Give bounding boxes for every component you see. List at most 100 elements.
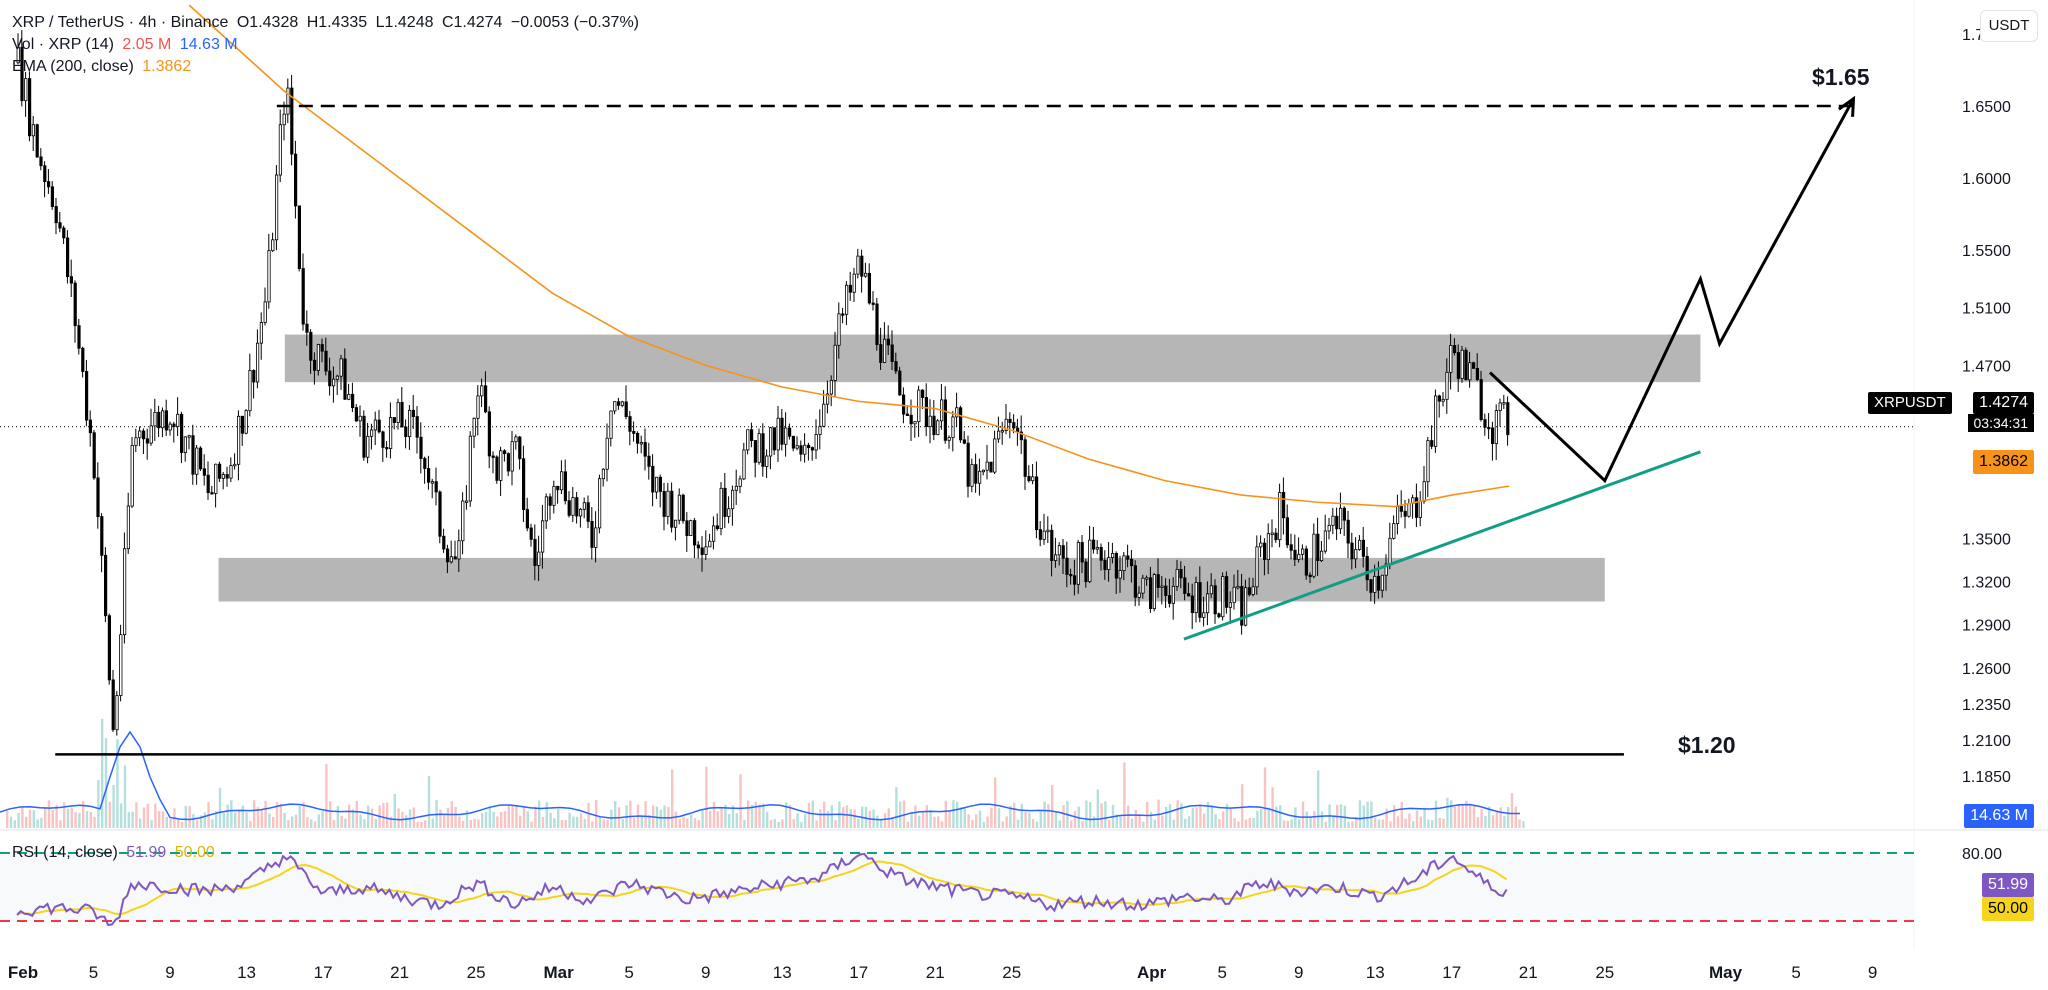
volume-bar xyxy=(1149,811,1153,828)
candle-body xyxy=(240,415,244,434)
volume-bar xyxy=(944,800,947,828)
volume-bar xyxy=(933,816,936,828)
candle-body xyxy=(1133,565,1137,598)
candle-body xyxy=(579,508,583,517)
candle-body xyxy=(20,46,24,102)
candle-body xyxy=(1069,573,1073,577)
candle-body xyxy=(438,491,442,537)
volume-bar xyxy=(112,785,115,828)
candle-body xyxy=(1080,542,1084,563)
candle-body xyxy=(1380,574,1384,591)
rsi-ma-line xyxy=(16,860,1508,916)
candle-body xyxy=(1502,402,1506,405)
candle-body xyxy=(1183,577,1187,594)
volume-bar xyxy=(937,816,940,828)
candle-body xyxy=(476,395,480,419)
volume-bar xyxy=(1377,819,1381,828)
candle-body xyxy=(780,417,784,445)
volume-bar xyxy=(188,806,191,828)
volume-bar xyxy=(773,819,776,828)
candle-body xyxy=(483,385,488,413)
volume-bar xyxy=(348,804,351,828)
volume-bar xyxy=(47,800,51,828)
candle-body xyxy=(130,445,134,507)
rsi-band xyxy=(0,853,1914,921)
volume-bar xyxy=(1172,819,1175,828)
candle-body xyxy=(24,78,28,102)
candle-body xyxy=(1008,418,1012,423)
candle-body xyxy=(1418,500,1422,518)
candle-body xyxy=(1388,537,1392,565)
volume-bar xyxy=(978,810,982,828)
candle-body xyxy=(522,458,526,510)
volume-bar xyxy=(1472,804,1476,828)
volume-bar xyxy=(158,811,161,828)
candle-body xyxy=(860,255,864,277)
volume-bar xyxy=(1168,804,1172,828)
candle-body xyxy=(1206,593,1210,614)
candle-body xyxy=(947,437,951,441)
volume-bar xyxy=(1438,817,1441,828)
bar-countdown: 03:34:31 xyxy=(1967,414,2034,432)
candle-body xyxy=(145,438,149,444)
volume-bar xyxy=(1396,816,1400,828)
volume-bar xyxy=(310,819,313,828)
candle-body xyxy=(293,153,298,207)
candle-body xyxy=(769,427,773,457)
candle-body xyxy=(632,430,636,434)
volume-bar xyxy=(1009,805,1012,828)
volume-bar xyxy=(1499,807,1502,828)
volume-bar xyxy=(796,813,799,828)
candle-body xyxy=(73,282,77,327)
candle-body xyxy=(198,447,203,470)
candle-body xyxy=(1118,570,1122,579)
candle-body xyxy=(753,440,758,463)
candle-body xyxy=(818,425,822,435)
candle-body xyxy=(951,416,955,438)
candle-body xyxy=(1263,542,1267,561)
candle-body xyxy=(43,165,47,183)
volume-bar xyxy=(420,821,423,828)
candle-body xyxy=(138,430,142,439)
candle-body xyxy=(1373,575,1377,593)
candle-body xyxy=(1365,555,1369,581)
candle-body xyxy=(1301,548,1305,555)
volume-bar xyxy=(458,816,461,828)
candle-body xyxy=(164,410,168,431)
volume-bar xyxy=(253,800,256,828)
candle-body xyxy=(810,447,815,451)
volume-bar xyxy=(1507,806,1510,828)
volume-bar xyxy=(1453,806,1457,828)
price-change: −0.0053 (−0.37%) xyxy=(510,14,639,31)
candle-body xyxy=(214,463,218,494)
volume-bar xyxy=(484,811,488,828)
candle-body xyxy=(1460,349,1464,379)
volume-bar xyxy=(184,805,187,828)
volume-bar xyxy=(351,809,355,828)
candle-body xyxy=(369,429,374,437)
volume-bar xyxy=(815,820,818,828)
candle-body xyxy=(772,427,777,451)
volume-bar xyxy=(321,811,324,828)
volume-bar xyxy=(576,816,579,828)
volume-bar xyxy=(59,820,62,828)
volume-bar xyxy=(492,811,495,828)
candle-body xyxy=(822,403,826,427)
candle-body xyxy=(693,520,697,546)
rsi-legend[interactable]: RSI (14, close) 51.99 50.00 xyxy=(12,842,219,864)
ema-legend[interactable]: EMA (200, close) 1.3862 xyxy=(12,56,195,78)
currency-selector[interactable]: USDT xyxy=(1980,10,2038,42)
candle-body xyxy=(1392,523,1396,539)
volume-bar xyxy=(116,739,119,828)
volume-bar xyxy=(709,810,712,828)
volume-legend[interactable]: Vol · XRP (14) 2.05 M 14.63 M xyxy=(12,34,242,56)
candle-body xyxy=(974,464,978,484)
ohlc-high: H1.4335 xyxy=(306,14,368,31)
volume-bar xyxy=(602,819,605,828)
volume-bar xyxy=(1176,800,1179,828)
volume-bar xyxy=(716,811,719,828)
time-tick-label: 21 xyxy=(390,963,409,982)
candle-body xyxy=(898,370,902,396)
volume-bar xyxy=(781,819,784,828)
